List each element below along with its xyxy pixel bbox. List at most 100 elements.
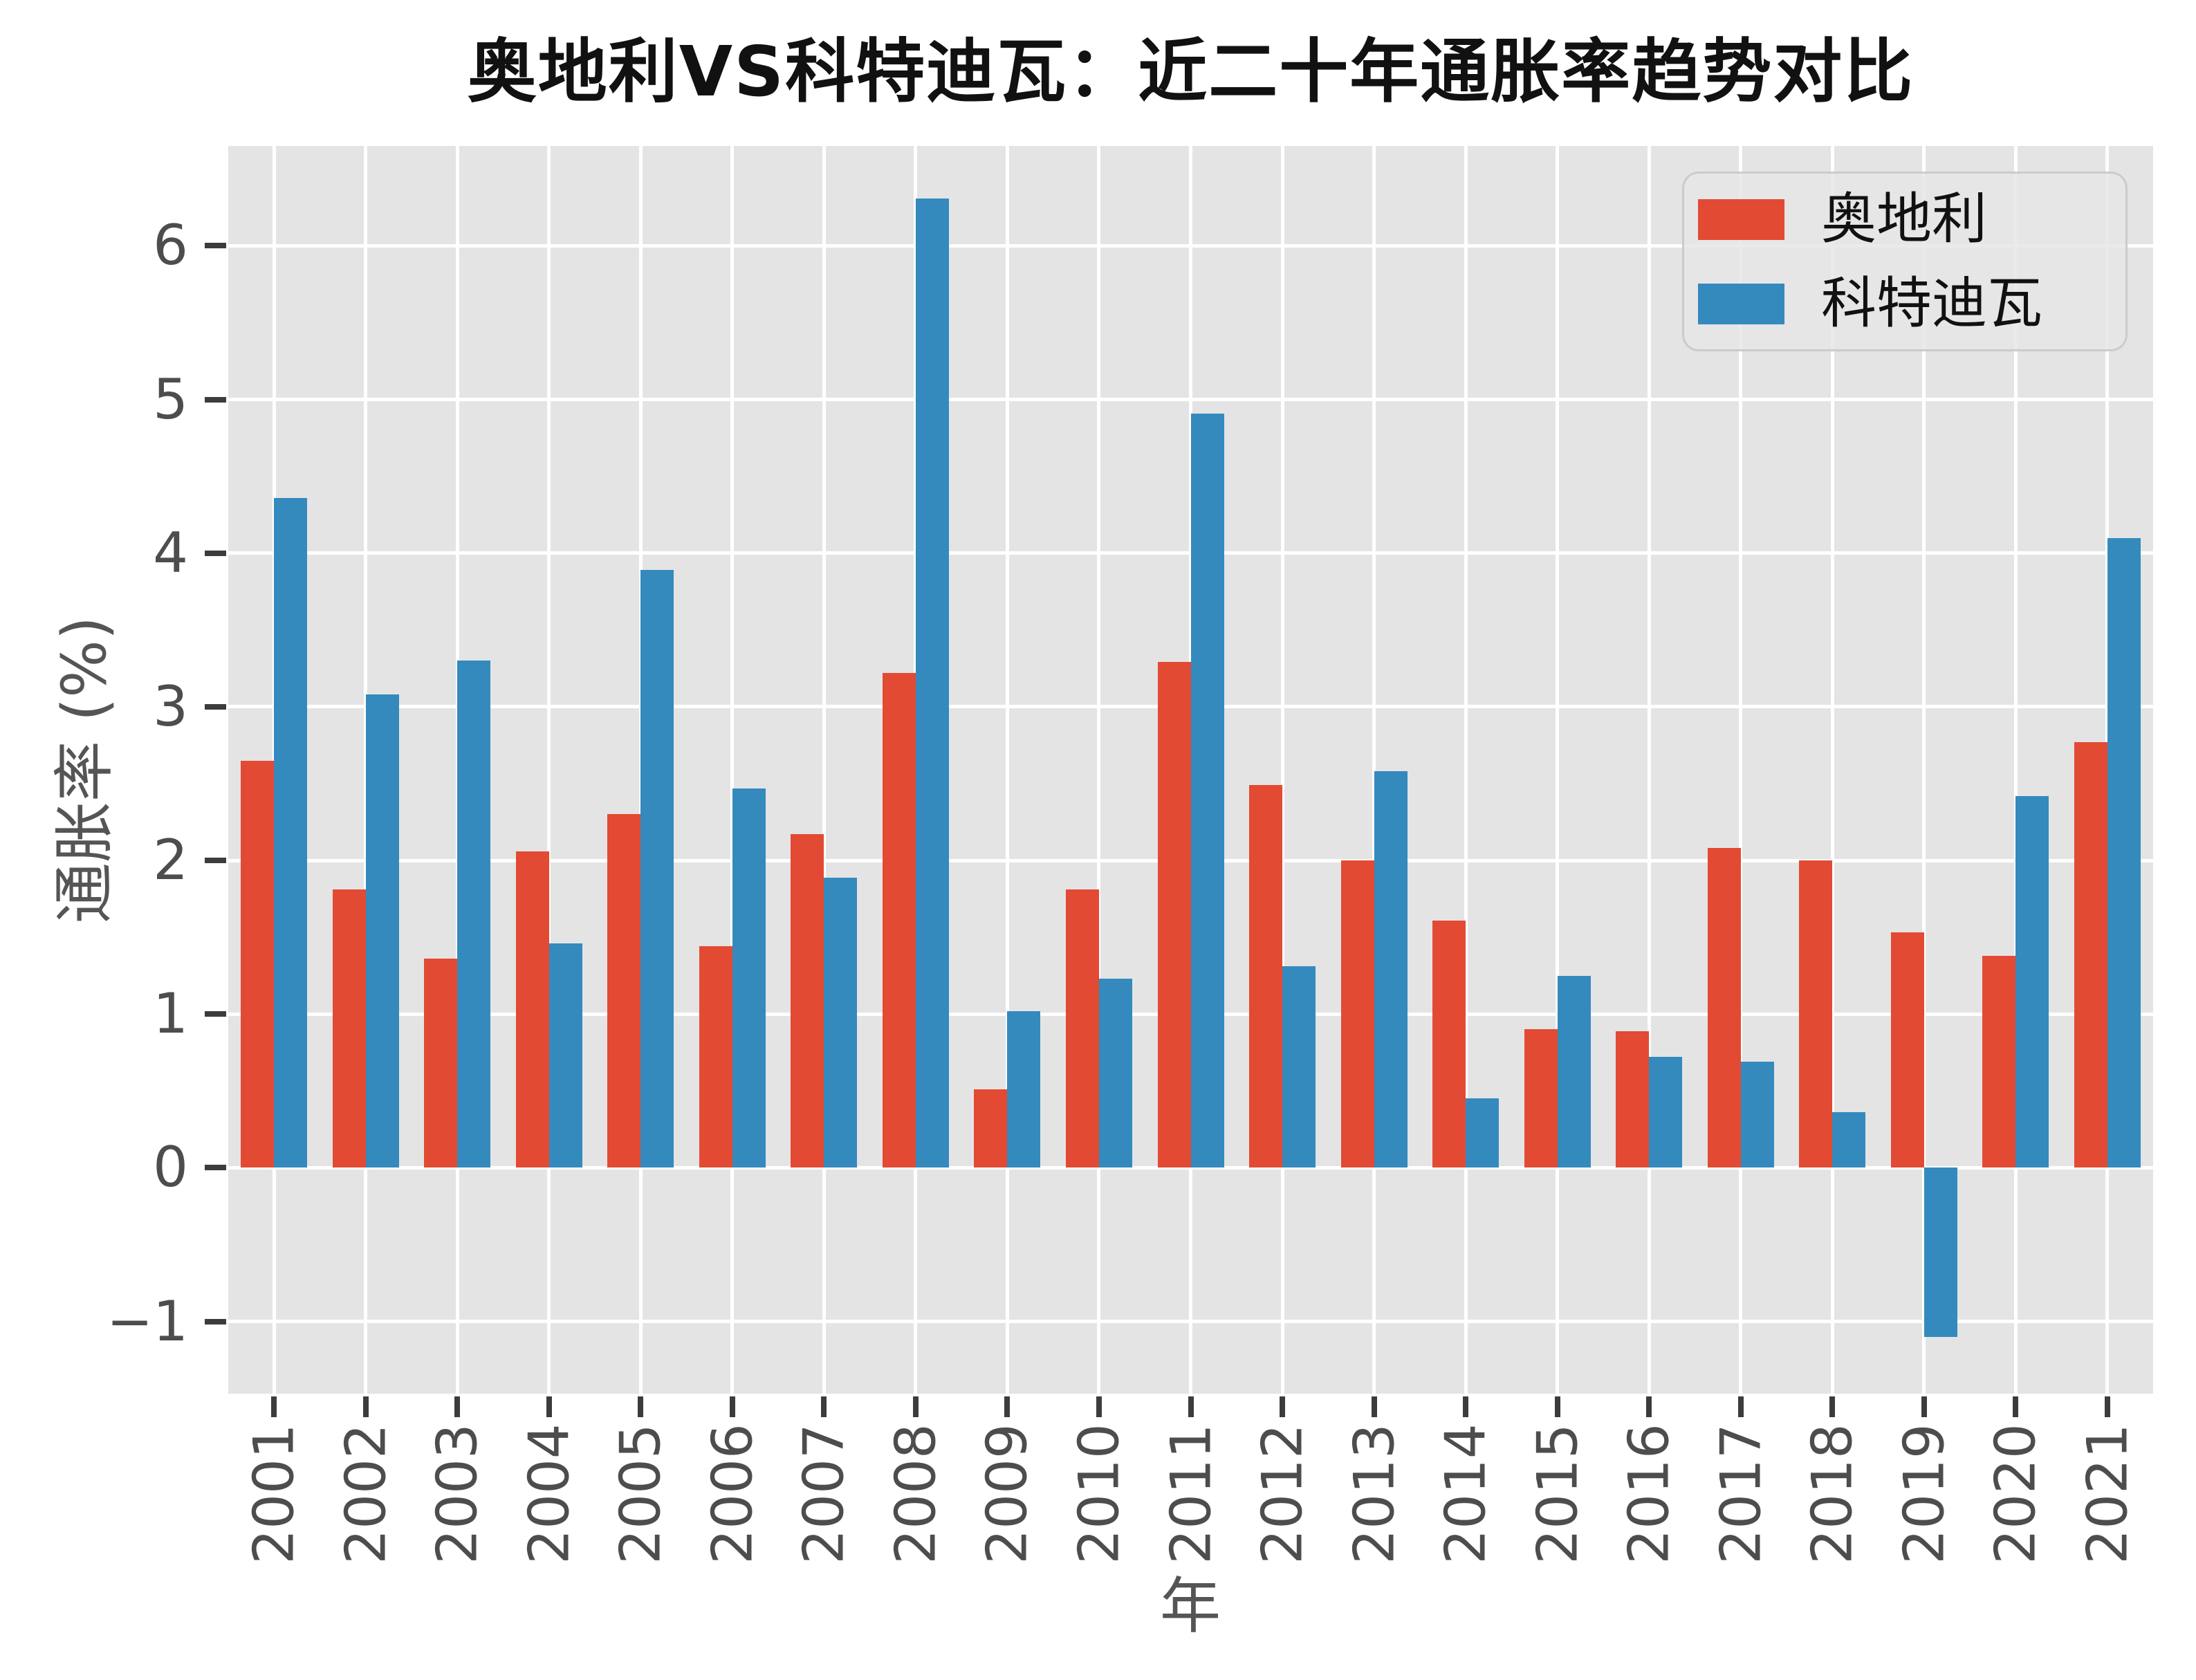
bar-austria-2016 <box>1616 1031 1650 1168</box>
bar-austria-2019 <box>1890 932 1924 1168</box>
x-tick <box>1096 1396 1102 1417</box>
x-gridline <box>1830 146 1834 1394</box>
x-tick-label: 2009 <box>975 1423 1040 1564</box>
y-tick <box>205 396 226 403</box>
x-tick <box>1280 1396 1286 1417</box>
x-gridline <box>1372 146 1376 1394</box>
x-gridline <box>1739 146 1743 1394</box>
y-tick-label: 1 <box>153 981 188 1046</box>
x-tick-label: 2001 <box>241 1423 306 1564</box>
bar-cotedivoire-2017 <box>1740 1062 1774 1168</box>
y-tick <box>205 1318 226 1324</box>
bar-cotedivoire-2007 <box>824 877 858 1168</box>
y-tick <box>205 703 226 710</box>
x-tick-label: 2013 <box>1342 1423 1407 1564</box>
bar-cotedivoire-2002 <box>365 694 399 1168</box>
bar-cotedivoire-2014 <box>1466 1098 1500 1168</box>
x-tick <box>729 1396 735 1417</box>
bar-austria-2017 <box>1707 848 1741 1168</box>
x-tick-label: 2016 <box>1616 1423 1681 1564</box>
bar-cotedivoire-2015 <box>1557 975 1591 1168</box>
bar-cotedivoire-2005 <box>640 570 674 1168</box>
x-tick <box>546 1396 552 1417</box>
bar-austria-2002 <box>332 889 366 1168</box>
y-tick-label: 4 <box>153 520 188 585</box>
x-tick <box>362 1396 369 1417</box>
x-gridline <box>730 146 735 1394</box>
bar-austria-2006 <box>699 946 732 1168</box>
x-tick <box>454 1396 461 1417</box>
x-tick <box>1737 1396 1744 1417</box>
bar-austria-2008 <box>882 673 916 1168</box>
x-gridline <box>1464 146 1468 1394</box>
x-tick-label: 2012 <box>1250 1423 1315 1564</box>
x-tick <box>1554 1396 1560 1417</box>
x-tick <box>1463 1396 1469 1417</box>
x-tick <box>2013 1396 2019 1417</box>
bar-austria-2009 <box>974 1089 1008 1168</box>
y-tick-label: 5 <box>153 367 188 432</box>
bar-austria-2004 <box>515 851 549 1168</box>
x-gridline <box>1097 146 1101 1394</box>
x-tick-label: 2020 <box>1983 1423 2048 1564</box>
bar-cotedivoire-2021 <box>2107 537 2141 1168</box>
cotedivoire-legend-swatch <box>1698 283 1784 324</box>
y-tick-label: 2 <box>153 828 188 893</box>
y-tick-label: 3 <box>153 674 188 739</box>
plot-area <box>228 146 2153 1394</box>
x-gridline <box>2013 146 2018 1394</box>
bar-cotedivoire-2019 <box>1923 1167 1957 1337</box>
x-tick-label: 2015 <box>1525 1423 1590 1564</box>
bar-cotedivoire-2001 <box>274 497 308 1168</box>
x-gridline <box>1280 146 1284 1394</box>
x-tick <box>821 1396 827 1417</box>
bar-austria-2010 <box>1065 889 1099 1168</box>
x-tick-label: 2008 <box>883 1423 948 1564</box>
austria-legend-swatch <box>1698 199 1784 240</box>
chart-title: 奥地利VS科特迪瓦：近二十年通胀率趋势对比 <box>467 31 1914 112</box>
legend-row-cotedivoire: 科特迪瓦 <box>1698 276 2125 331</box>
x-tick-label: 2018 <box>1800 1423 1865 1564</box>
bar-austria-2021 <box>2074 742 2107 1168</box>
legend: 奥地利 科特迪瓦 <box>1682 172 2128 351</box>
x-tick-label: 2021 <box>2075 1423 2140 1564</box>
y-tick <box>205 1165 226 1171</box>
bar-austria-2013 <box>1340 860 1374 1168</box>
y-tick <box>205 858 226 864</box>
bar-austria-2012 <box>1249 785 1283 1168</box>
bar-austria-2003 <box>424 959 458 1168</box>
x-gridline <box>547 146 551 1394</box>
x-tick-label: 2010 <box>1067 1423 1132 1564</box>
x-tick <box>1371 1396 1377 1417</box>
x-tick <box>638 1396 644 1417</box>
x-tick <box>1829 1396 1836 1417</box>
bar-cotedivoire-2018 <box>1832 1112 1866 1168</box>
x-gridline <box>1922 146 1926 1394</box>
bar-cotedivoire-2011 <box>1190 413 1224 1168</box>
bar-cotedivoire-2008 <box>915 198 949 1168</box>
x-gridline <box>1556 146 1560 1394</box>
austria-legend-label: 奥地利 <box>1821 187 1987 251</box>
x-tick-label: 2005 <box>608 1423 673 1564</box>
x-tick-label: 2007 <box>791 1423 856 1564</box>
bar-austria-2001 <box>241 760 275 1168</box>
x-tick-label: 2002 <box>333 1423 398 1564</box>
x-tick-label: 2014 <box>1433 1423 1498 1564</box>
bar-cotedivoire-2016 <box>1649 1057 1683 1168</box>
bar-cotedivoire-2009 <box>1007 1010 1041 1168</box>
x-tick <box>1004 1396 1011 1417</box>
bar-austria-2015 <box>1524 1029 1558 1168</box>
y-tick-label: 0 <box>153 1135 188 1200</box>
bar-cotedivoire-2003 <box>457 661 491 1168</box>
bar-cotedivoire-2006 <box>732 788 766 1168</box>
x-tick <box>271 1396 277 1417</box>
bar-cotedivoire-2004 <box>548 943 582 1168</box>
x-tick-label: 2019 <box>1892 1423 1957 1564</box>
x-gridline <box>1005 146 1009 1394</box>
bar-cotedivoire-2013 <box>1374 771 1408 1168</box>
x-gridline <box>822 146 826 1394</box>
x-tick <box>1188 1396 1194 1417</box>
bar-austria-2005 <box>607 814 641 1168</box>
bar-cotedivoire-2010 <box>1098 979 1132 1168</box>
x-tick-label: 2017 <box>1708 1423 1773 1564</box>
